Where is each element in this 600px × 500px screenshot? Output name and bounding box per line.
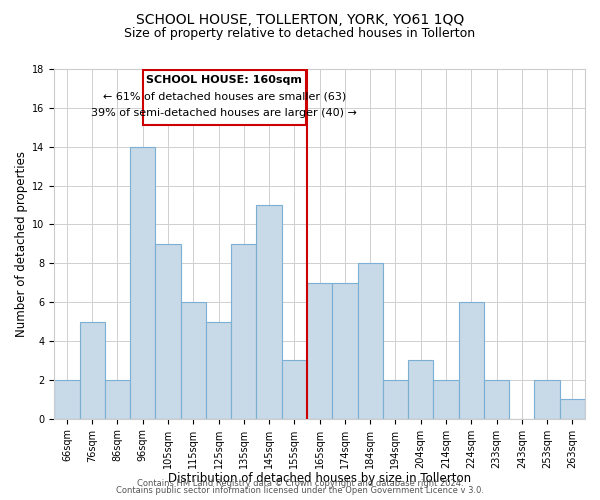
Text: SCHOOL HOUSE: 160sqm: SCHOOL HOUSE: 160sqm: [146, 74, 302, 85]
Text: ← 61% of detached houses are smaller (63): ← 61% of detached houses are smaller (63…: [103, 91, 346, 101]
X-axis label: Distribution of detached houses by size in Tollerton: Distribution of detached houses by size …: [168, 472, 471, 485]
Bar: [143, 70, 306, 126]
Bar: [256, 205, 282, 418]
Bar: [282, 360, 307, 418]
Bar: [332, 282, 358, 418]
Bar: [408, 360, 433, 418]
Bar: [54, 380, 80, 418]
Text: Contains public sector information licensed under the Open Government Licence v : Contains public sector information licen…: [116, 486, 484, 495]
Text: SCHOOL HOUSE, TOLLERTON, YORK, YO61 1QQ: SCHOOL HOUSE, TOLLERTON, YORK, YO61 1QQ: [136, 12, 464, 26]
Bar: [206, 322, 231, 418]
Bar: [130, 146, 155, 418]
Bar: [181, 302, 206, 418]
Text: 39% of semi-detached houses are larger (40) →: 39% of semi-detached houses are larger (…: [91, 108, 357, 118]
Bar: [358, 264, 383, 418]
Bar: [535, 380, 560, 418]
Bar: [458, 302, 484, 418]
Bar: [105, 380, 130, 418]
Y-axis label: Number of detached properties: Number of detached properties: [15, 151, 28, 337]
Text: Size of property relative to detached houses in Tollerton: Size of property relative to detached ho…: [124, 28, 476, 40]
Text: Contains HM Land Registry data © Crown copyright and database right 2024.: Contains HM Land Registry data © Crown c…: [137, 478, 463, 488]
Bar: [560, 400, 585, 418]
Bar: [307, 282, 332, 418]
Bar: [155, 244, 181, 418]
Bar: [80, 322, 105, 418]
Bar: [433, 380, 458, 418]
Bar: [383, 380, 408, 418]
Bar: [484, 380, 509, 418]
Bar: [231, 244, 256, 418]
